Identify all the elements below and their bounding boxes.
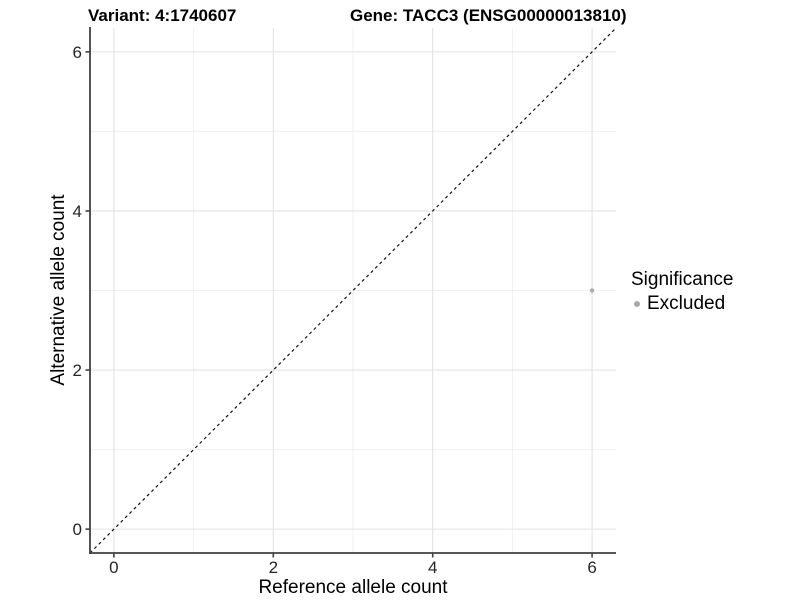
y-tick-label: 6 — [73, 43, 82, 62]
legend: Significance Excluded — [631, 269, 733, 315]
y-tick-label: 4 — [73, 202, 82, 221]
y-tick-label: 0 — [73, 520, 82, 539]
y-axis-title: Alternative allele count — [48, 194, 69, 386]
legend-item-label: Excluded — [647, 293, 726, 314]
data-point — [589, 288, 595, 293]
x-tick-label: 4 — [428, 558, 437, 577]
x-axis-title: Reference allele count — [258, 577, 448, 598]
x-tick-label: 6 — [587, 558, 596, 577]
variant-title: Variant: 4:1740607 — [88, 6, 237, 25]
legend-title: Significance — [631, 269, 734, 290]
x-tick-label: 0 — [109, 558, 118, 577]
y-tick-label: 2 — [73, 361, 82, 380]
gene-title: Gene: TACC3 (ENSG00000013810) — [350, 6, 627, 25]
excluded-point-icon — [634, 301, 640, 307]
legend-item-excluded: Excluded — [631, 293, 733, 315]
x-tick-label: 2 — [269, 558, 278, 577]
